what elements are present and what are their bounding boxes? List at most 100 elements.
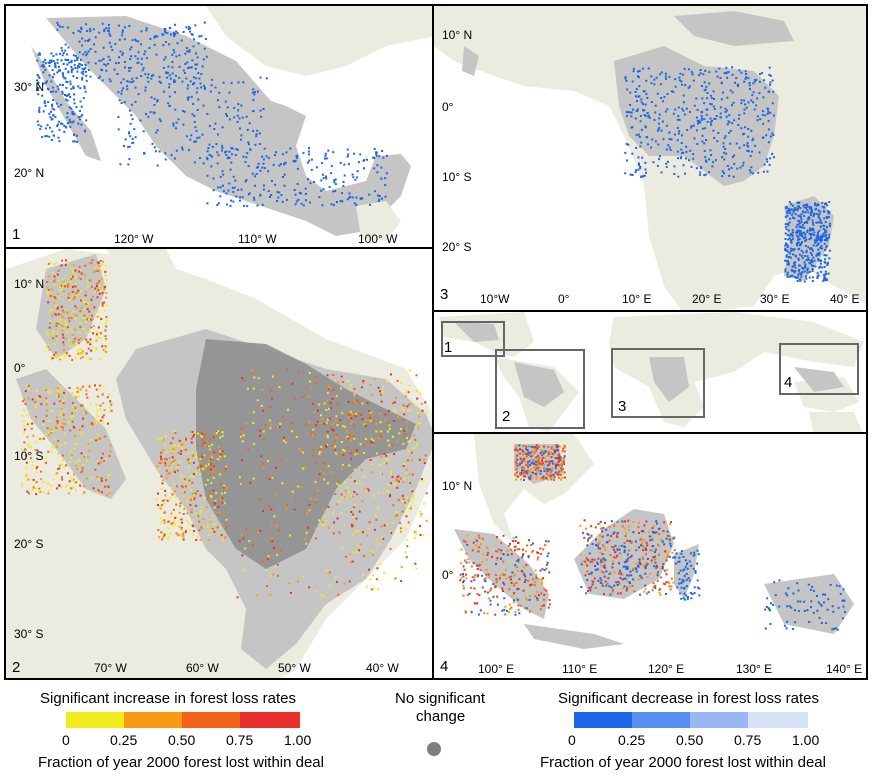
deal-pixel	[373, 495, 375, 498]
deal-pixel	[201, 467, 204, 470]
deal-pixel	[99, 461, 102, 464]
deal-pixel	[70, 281, 73, 284]
deal-pixel	[590, 525, 593, 528]
deal-pixel	[605, 541, 608, 544]
deal-pixel	[180, 146, 183, 149]
deal-pixel	[311, 454, 314, 457]
deal-pixel	[57, 88, 60, 91]
deal-pixel	[613, 531, 616, 534]
deal-pixel	[72, 310, 74, 313]
deal-pixel	[419, 392, 422, 395]
deal-pixel	[627, 519, 630, 522]
deal-pixel	[696, 143, 699, 145]
deal-pixel	[308, 421, 311, 424]
deal-pixel	[285, 151, 288, 154]
deal-pixel	[651, 138, 654, 141]
deal-pixel	[556, 461, 559, 464]
deal-pixel	[219, 483, 222, 486]
deal-pixel	[584, 574, 587, 577]
deal-pixel	[362, 423, 365, 426]
deal-pixel	[337, 381, 340, 384]
deal-pixel	[94, 468, 97, 471]
deal-pixel	[333, 181, 336, 184]
deal-pixel	[324, 154, 327, 157]
deal-pixel	[213, 128, 216, 130]
deal-pixel	[34, 449, 37, 451]
deal-pixel	[792, 628, 795, 630]
deal-pixel	[704, 88, 707, 91]
deal-pixel	[679, 592, 682, 595]
deal-pixel	[103, 409, 106, 412]
deal-pixel	[639, 115, 642, 117]
deal-pixel	[659, 73, 662, 76]
deal-pixel	[103, 459, 106, 462]
deal-pixel	[494, 585, 497, 588]
deal-pixel	[337, 593, 340, 596]
deal-pixel	[346, 446, 349, 449]
deal-pixel	[21, 414, 24, 417]
deal-pixel	[639, 593, 642, 596]
deal-pixel	[309, 380, 311, 383]
deal-pixel	[814, 204, 817, 207]
deal-pixel	[613, 548, 615, 551]
deal-pixel	[495, 559, 498, 562]
deal-pixel	[798, 226, 801, 229]
deal-pixel	[529, 585, 531, 588]
deal-pixel	[705, 108, 708, 111]
deal-pixel	[85, 412, 88, 415]
deal-pixel	[22, 408, 25, 411]
deal-pixel	[295, 200, 298, 203]
deal-pixel	[209, 529, 212, 532]
deal-pixel	[696, 579, 699, 582]
deal-pixel	[61, 422, 64, 425]
deal-pixel	[334, 448, 337, 451]
deal-pixel	[86, 308, 89, 311]
deal-pixel	[78, 388, 81, 391]
deal-pixel	[617, 592, 620, 595]
deal-pixel	[178, 511, 181, 514]
deal-pixel	[42, 480, 45, 483]
deal-pixel	[801, 271, 804, 274]
deal-pixel	[105, 296, 108, 299]
deal-pixel	[813, 239, 816, 242]
deal-pixel	[103, 63, 106, 66]
deal-pixel	[282, 415, 285, 418]
deal-pixel	[186, 50, 189, 53]
deal-pixel	[77, 353, 80, 355]
deal-pixel	[320, 445, 323, 448]
deal-pixel	[140, 63, 143, 66]
deal-pixel	[350, 384, 353, 387]
deal-pixel	[725, 115, 728, 118]
deal-pixel	[397, 499, 400, 501]
deal-pixel	[373, 157, 376, 160]
deal-pixel	[263, 147, 266, 150]
deal-pixel	[559, 473, 562, 476]
deal-pixel	[76, 390, 79, 393]
deal-pixel	[123, 61, 126, 63]
deal-pixel	[488, 597, 490, 600]
deal-pixel	[368, 521, 371, 524]
deal-pixel	[487, 576, 490, 579]
deal-pixel	[501, 587, 504, 590]
deal-pixel	[650, 82, 653, 85]
deal-pixel	[810, 211, 813, 214]
deal-pixel	[38, 52, 41, 55]
deal-pixel	[210, 165, 213, 168]
deal-pixel	[85, 119, 88, 122]
deal-pixel	[337, 480, 340, 483]
deal-pixel	[101, 69, 104, 72]
deal-pixel	[221, 435, 224, 438]
deal-pixel	[687, 596, 689, 599]
deal-pixel	[773, 581, 776, 584]
deal-pixel	[657, 128, 660, 131]
deal-pixel	[659, 593, 662, 596]
deal-pixel	[252, 98, 255, 101]
deal-pixel	[185, 26, 188, 29]
deal-pixel	[294, 497, 297, 500]
deal-pixel	[532, 459, 535, 462]
deal-pixel	[131, 142, 134, 145]
deal-pixel	[248, 143, 250, 146]
deal-pixel	[639, 165, 642, 168]
deal-pixel	[633, 590, 636, 593]
deal-pixel	[382, 156, 385, 159]
